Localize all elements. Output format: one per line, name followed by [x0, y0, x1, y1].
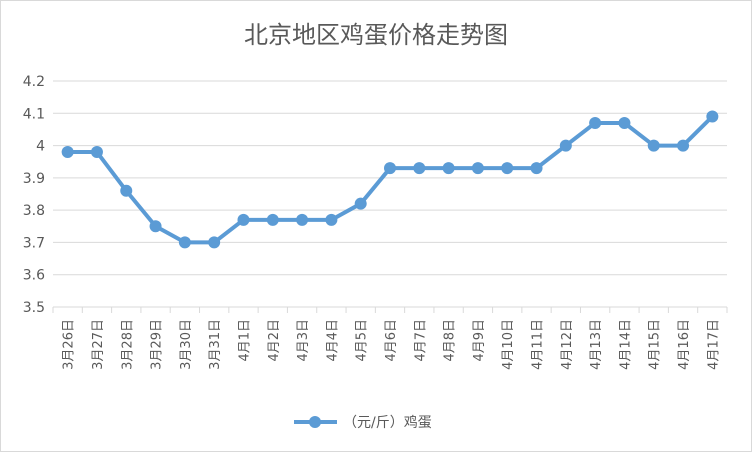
data-point: [618, 116, 631, 129]
y-tick-label: 4.1: [23, 106, 45, 122]
y-tick-label: 3.6: [23, 268, 45, 284]
data-point: [120, 184, 133, 197]
legend: （元/斤）鸡蛋: [294, 414, 432, 431]
data-point: [208, 236, 221, 249]
data-point: [530, 162, 543, 175]
x-tick-label: 4月9日: [472, 319, 487, 362]
x-tick-label: 4月1日: [237, 319, 252, 362]
x-tick-label: 4月2日: [267, 319, 282, 362]
data-point: [90, 146, 103, 159]
y-tick-label: 4: [36, 139, 45, 155]
x-axis: 3月26日 3月27日 3月28日 3月29日 3月30日 3月31日 4月1日 4月2日 4月…: [52, 307, 728, 370]
x-tick-label: 4月4日: [325, 319, 340, 362]
x-tick-label: 4月13日: [589, 319, 604, 370]
y-tick-label: 4.2: [23, 74, 45, 90]
data-point: [501, 162, 514, 175]
data-point: [647, 139, 660, 152]
x-tick-label: 4月8日: [443, 319, 458, 362]
x-tick-label: 4月12日: [560, 319, 575, 370]
x-tick-label: 4月6日: [384, 319, 399, 362]
x-tick-label: 4月3日: [296, 319, 311, 362]
y-tick-label: 3.5: [23, 300, 45, 316]
y-tick-label: 3.9: [23, 171, 45, 187]
y-tick-label: 3.8: [23, 203, 45, 219]
x-tick-label: 4月11日: [531, 319, 546, 370]
x-tick-label: 3月30日: [179, 319, 194, 370]
x-tick-label: 3月29日: [150, 319, 165, 370]
legend-label-egg: （元/斤）鸡蛋: [343, 414, 432, 431]
data-point: [706, 110, 719, 123]
y-tick-label: 3.7: [23, 235, 45, 251]
data-point: [677, 139, 690, 152]
y-axis: 3.5 3.6 3.7 3.8 3.9 4 4.1 4.2: [23, 74, 45, 316]
data-point: [471, 162, 484, 175]
x-tick-label: 3月27日: [91, 319, 106, 370]
data-point: [266, 213, 279, 226]
x-tick-label: 4月10日: [501, 319, 516, 370]
data-point: [296, 213, 309, 226]
series-line: [67, 115, 714, 245]
data-point: [325, 213, 338, 226]
x-tick-label: 3月28日: [120, 319, 135, 370]
legend-dot-marker: [309, 416, 321, 428]
data-point: [178, 236, 191, 249]
data-point: [413, 162, 426, 175]
data-point: [237, 213, 250, 226]
x-tick-label: 4月16日: [677, 319, 692, 370]
data-point: [149, 220, 162, 233]
x-tick-label: 4月5日: [355, 319, 370, 362]
x-tick-label: 3月31日: [208, 319, 223, 370]
data-point: [559, 139, 572, 152]
data-point: [384, 162, 396, 175]
x-tick-label: 4月17日: [706, 319, 721, 370]
chart-title: 北京地区鸡蛋价格走势图: [244, 21, 508, 49]
x-tick-label: 4月7日: [413, 319, 428, 362]
data-point: [61, 146, 74, 159]
gridlines: [53, 80, 727, 308]
data-point: [442, 162, 455, 175]
series-egg-price: [61, 110, 719, 249]
x-tick-label: 4月15日: [648, 319, 663, 370]
data-point: [354, 197, 367, 210]
x-tick-label: 3月26日: [62, 319, 77, 370]
x-tick-label: 4月14日: [618, 319, 633, 370]
data-point: [589, 116, 602, 129]
